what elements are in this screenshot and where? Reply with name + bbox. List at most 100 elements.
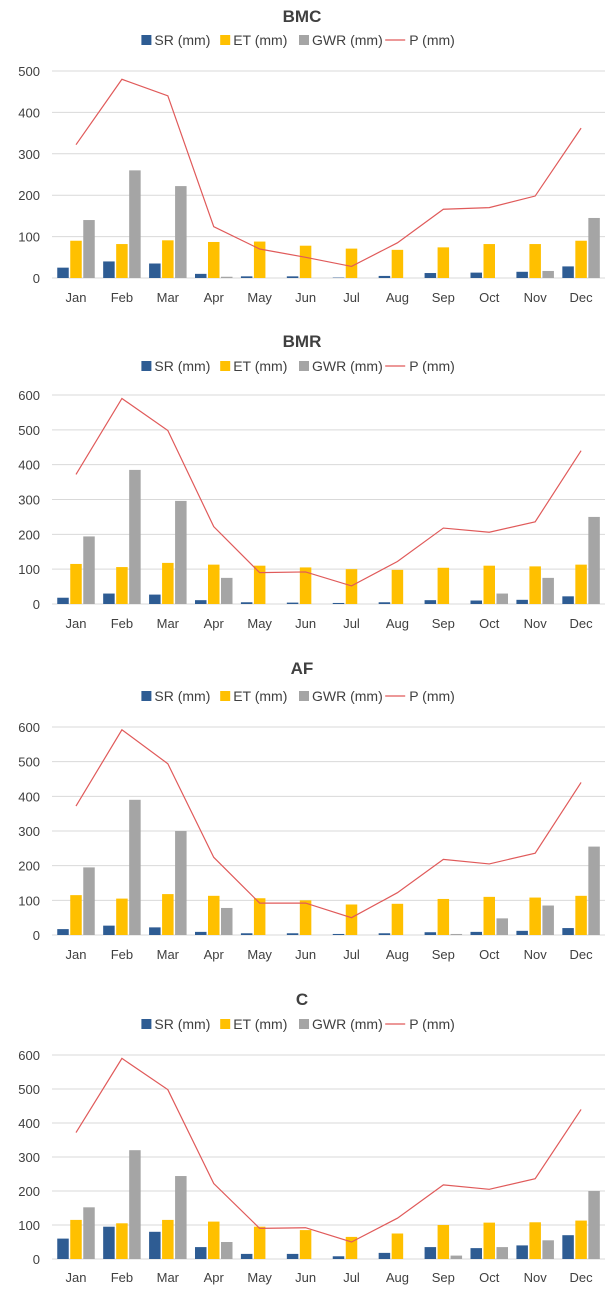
x-tick-label: Feb [111,947,133,962]
x-tick-label: Jan [66,290,87,305]
legend-swatch-et [220,361,231,371]
chart-legend: SR (mm) ET (mm) GWR (mm) P (mm) [141,688,455,704]
bar-sr-nov [516,599,528,604]
bar-et-oct [483,1222,495,1259]
bar-et-apr [208,564,220,604]
bar-gwr-mar [175,831,187,935]
bar-sr-dec [562,266,574,278]
bar-sr-feb [103,593,115,604]
x-tick-label: Mar [157,947,180,962]
bar-gwr-jan [83,1207,95,1259]
bar-et-may [253,241,266,278]
legend-label-sr: SR (mm) [154,358,210,374]
x-tick-label: May [247,290,272,305]
chart-legend: SR (mm) ET (mm) GWR (mm) P (mm) [141,32,455,48]
x-tick-label: Oct [479,1270,500,1285]
bar-sr-aug [378,602,391,604]
bar-sr-jul [332,602,345,604]
legend-swatch-gwr [299,1019,309,1029]
bar-et-feb [116,898,128,935]
y-tick-label: 0 [33,928,40,943]
chart-title: C [296,990,308,1009]
bar-sr-jan [57,267,69,278]
x-tick-label: Oct [479,290,500,305]
bar-et-jan [70,895,82,935]
bar-gwr-apr [221,276,233,278]
bar-et-aug [391,903,404,935]
legend-label-p: P (mm) [409,358,455,374]
y-tick-label: 300 [18,493,40,508]
bar-et-jul [345,248,358,278]
x-tick-label: Mar [157,290,180,305]
x-tick-label: Jun [295,616,316,631]
bar-sr-feb [103,1226,115,1259]
bar-sr-jun [286,1253,299,1259]
bar-sr-jan [57,597,69,604]
bar-gwr-sep [450,933,463,935]
legend-swatch-gwr [299,361,309,371]
y-tick-label: 600 [18,388,40,403]
bar-et-mar [162,894,174,935]
bar-et-jun [299,245,312,278]
bar-sr-oct [470,1248,482,1259]
x-tick-label: Sep [432,947,455,962]
chart-title: BMR [283,332,322,351]
legend-label-sr: SR (mm) [154,1016,210,1032]
x-tick-label: Sep [432,1270,455,1285]
bar-sr-dec [562,928,574,935]
x-tick-label: Aug [386,1270,409,1285]
bar-sr-dec [562,1235,574,1259]
bar-et-apr [208,1221,220,1259]
bar-et-dec [575,1220,587,1259]
chart-legend: SR (mm) ET (mm) GWR (mm) P (mm) [141,1016,455,1032]
bar-gwr-nov [542,1240,554,1259]
y-tick-label: 200 [18,527,40,542]
bar-sr-mar [149,594,161,604]
bar-sr-sep [424,1247,437,1259]
bar-et-jul [345,1236,358,1259]
bar-gwr-oct [496,918,508,935]
chart-af: AF SR (mm) ET (mm) GWR (mm) P (mm) 0 100 200 300… [18,659,605,962]
legend-swatch-sr [141,1019,152,1029]
bar-gwr-dec [588,846,600,935]
legend-label-gwr: GWR (mm) [312,358,383,374]
bar-et-apr [208,895,220,935]
bar-sr-oct [470,931,482,935]
bar-et-oct [483,244,495,278]
bar-et-feb [116,567,128,604]
x-tick-label: Feb [111,1270,133,1285]
y-tick-label: 200 [18,1184,40,1199]
bar-et-dec [575,895,587,935]
x-tick-label: Jan [66,947,87,962]
legend-swatch-et [220,1019,231,1029]
y-tick-label: 300 [18,824,40,839]
series-line-p [75,397,582,587]
legend-label-sr: SR (mm) [154,688,210,704]
bar-gwr-mar [175,500,187,604]
bar-et-jul [345,904,358,935]
legend-label-et: ET (mm) [233,358,287,374]
bar-sr-nov [516,271,528,278]
bar-gwr-feb [129,469,141,604]
bar-et-feb [116,244,128,278]
bar-et-nov [529,1222,541,1259]
bar-et-may [253,898,266,935]
bar-sr-apr [195,1247,207,1259]
bar-et-oct [483,896,495,935]
legend-swatch-et [220,691,231,701]
legend-label-gwr: GWR (mm) [312,688,383,704]
x-tick-label: Aug [386,290,409,305]
x-tick-label: Jun [295,1270,316,1285]
bar-et-sep [437,1225,450,1259]
bar-gwr-sep [450,1255,463,1259]
bar-sr-apr [195,273,207,278]
bar-sr-sep [424,273,437,278]
bar-sr-aug [378,1252,391,1259]
legend-label-gwr: GWR (mm) [312,32,383,48]
x-tick-label: Apr [204,290,225,305]
x-tick-label: Oct [479,616,500,631]
bar-gwr-nov [542,905,554,935]
chart-title: AF [291,659,314,678]
bar-sr-jan [57,1238,69,1259]
bar-et-nov [529,244,541,278]
